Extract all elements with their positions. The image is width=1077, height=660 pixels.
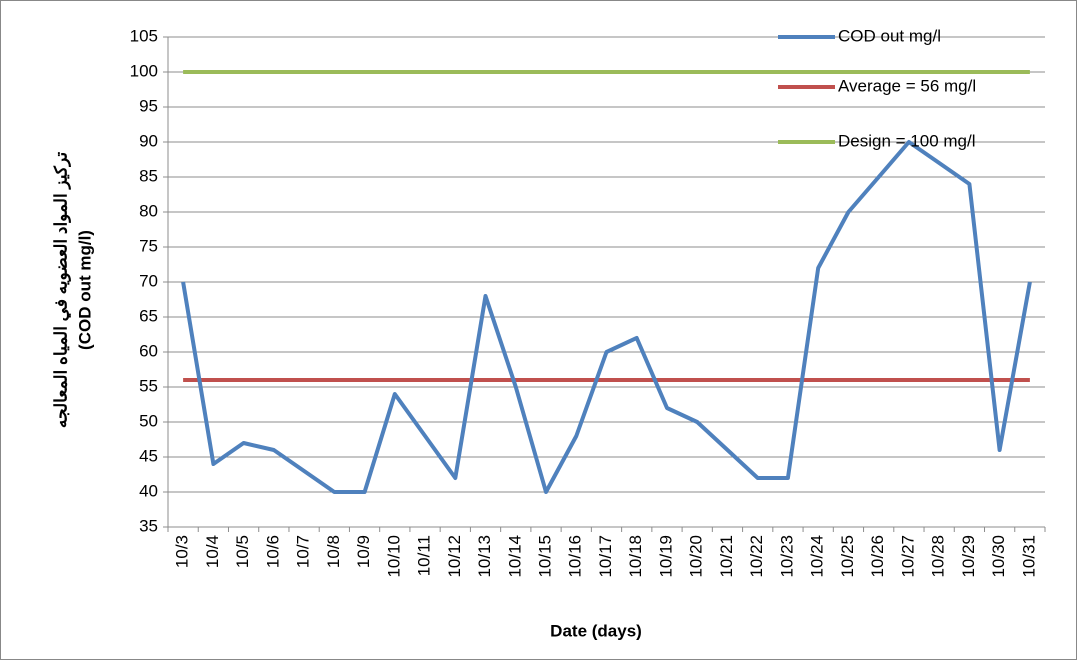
x-tick-label: 10/26 bbox=[868, 535, 887, 578]
x-tick-label: 10/31 bbox=[1019, 535, 1038, 578]
series-line bbox=[181, 140, 1032, 494]
y-tick-label: 85 bbox=[139, 166, 158, 185]
y-tick-label: 60 bbox=[139, 341, 158, 360]
y-axis-label-line: (COD out mg/l) bbox=[75, 230, 94, 350]
x-tick-label: 10/21 bbox=[717, 535, 736, 578]
x-tick-label: 10/19 bbox=[656, 535, 675, 578]
y-tick-label: 50 bbox=[139, 411, 158, 430]
y-tick-label: 40 bbox=[139, 481, 158, 500]
y-tick-label: 75 bbox=[139, 236, 158, 255]
y-tick-label: 80 bbox=[139, 201, 158, 220]
y-tick-label: 65 bbox=[139, 306, 158, 325]
x-tick-label: 10/4 bbox=[203, 535, 222, 568]
x-tick-label: 10/10 bbox=[384, 535, 403, 578]
legend-label: Average = 56 mg/l bbox=[838, 76, 976, 95]
x-tick-label: 10/5 bbox=[233, 535, 252, 568]
y-tick-label: 45 bbox=[139, 446, 158, 465]
x-tick-label: 10/20 bbox=[687, 535, 706, 578]
x-tick-label: 10/9 bbox=[354, 535, 373, 568]
x-tick-label: 10/8 bbox=[324, 535, 343, 568]
x-tick-label: 10/15 bbox=[536, 535, 555, 578]
y-axis-label-line: تركيز المواد العضويه في المياه المعالجه bbox=[51, 152, 71, 429]
x-tick-label: 10/22 bbox=[747, 535, 766, 578]
y-tick-label: 95 bbox=[139, 96, 158, 115]
x-tick-label: 10/23 bbox=[777, 535, 796, 578]
x-tick-label: 10/13 bbox=[475, 535, 494, 578]
x-tick-label: 10/17 bbox=[596, 535, 615, 578]
x-tick-label: 10/28 bbox=[929, 535, 948, 578]
x-tick-label: 10/11 bbox=[415, 535, 434, 576]
y-axis-label: تركيز المواد العضويه في المياه المعالجه … bbox=[51, 152, 94, 429]
x-tick-label: 10/12 bbox=[445, 535, 464, 578]
x-tick-label: 10/18 bbox=[626, 535, 645, 578]
y-tick-label: 55 bbox=[139, 376, 158, 395]
x-tick-label: 10/25 bbox=[838, 535, 857, 578]
y-tick-label: 105 bbox=[130, 26, 158, 45]
legend-label: COD out mg/l bbox=[838, 26, 941, 45]
x-tick-label: 10/7 bbox=[294, 535, 313, 568]
x-tick-label: 10/6 bbox=[263, 535, 282, 568]
x-tick-label: 10/27 bbox=[898, 535, 917, 578]
y-tick-label: 90 bbox=[139, 131, 158, 150]
x-tick-label: 10/29 bbox=[959, 535, 978, 578]
x-tick-label: 10/14 bbox=[505, 535, 524, 578]
y-tick-label: 100 bbox=[130, 61, 158, 80]
legend-label: Design = 100 mg/l bbox=[838, 131, 976, 150]
y-tick-label: 35 bbox=[139, 516, 158, 535]
x-tick-label: 10/24 bbox=[808, 535, 827, 578]
x-tick-label: 10/3 bbox=[173, 535, 192, 568]
x-tick-label: 10/16 bbox=[566, 535, 585, 578]
x-tick-label: 10/30 bbox=[989, 535, 1008, 578]
y-tick-label: 70 bbox=[139, 271, 158, 290]
x-axis-label: Date (days) bbox=[550, 621, 642, 640]
